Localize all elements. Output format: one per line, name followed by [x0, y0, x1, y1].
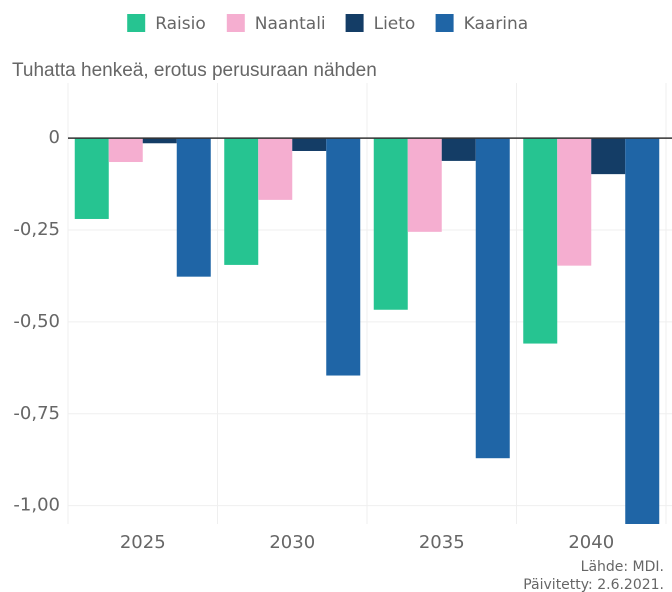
x-tick-label: 2035	[419, 532, 465, 553]
y-tick-label: -0,75	[13, 403, 60, 424]
bar	[591, 138, 626, 175]
bar	[373, 138, 408, 310]
legend-label: Raisio	[155, 14, 206, 34]
legend-label: Kaarina	[464, 14, 529, 34]
x-tick-label: 2030	[269, 532, 315, 553]
bar	[326, 138, 361, 376]
bar	[74, 138, 109, 219]
y-tick-label: -0,50	[13, 311, 60, 332]
x-tick-label: 2025	[120, 532, 166, 553]
legend-label: Lieto	[374, 14, 416, 34]
bar	[625, 138, 660, 524]
legend-swatch	[435, 14, 454, 32]
bar	[407, 138, 442, 232]
legend-swatch	[127, 14, 146, 32]
bar	[475, 138, 510, 459]
bar	[557, 138, 592, 266]
bar	[224, 138, 259, 265]
bar	[292, 138, 327, 151]
legend-swatch	[226, 14, 245, 32]
x-tick-label: 2040	[568, 532, 614, 553]
legend-label: Naantali	[255, 14, 326, 34]
updated: Päivitetty: 2.6.2021.	[523, 577, 664, 592]
y-axis-label: Tuhatta henkeä, erotus perusuraan nähden	[12, 60, 377, 81]
bar	[523, 138, 558, 344]
source: Lähde: MDI.	[581, 559, 664, 575]
y-tick-label: -0,25	[13, 219, 60, 240]
bar	[441, 138, 476, 161]
legend-swatch	[345, 14, 364, 32]
y-tick-label: 0	[49, 127, 60, 148]
y-tick-label: -1,00	[13, 495, 60, 516]
bars	[74, 138, 660, 524]
bar	[108, 138, 143, 163]
bar	[176, 138, 211, 277]
bar	[258, 138, 293, 200]
bar	[142, 138, 177, 144]
